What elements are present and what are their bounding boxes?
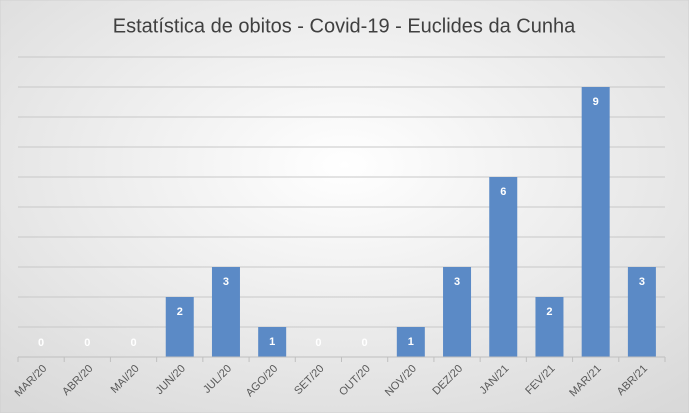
data-label: 6 [500, 186, 506, 198]
data-label: 0 [362, 337, 368, 349]
data-label: 0 [38, 337, 44, 349]
bar [535, 297, 564, 357]
data-label: 0 [84, 337, 90, 349]
data-label: 3 [223, 276, 229, 288]
data-label: 3 [639, 276, 645, 288]
bar [258, 327, 287, 357]
data-label: 0 [130, 337, 136, 349]
data-label: 2 [546, 306, 552, 318]
data-label: 1 [269, 336, 275, 348]
data-label: 3 [454, 276, 460, 288]
bar [396, 327, 425, 357]
bar [581, 87, 610, 357]
bar [627, 267, 656, 357]
data-label: 9 [593, 96, 599, 108]
data-label: 2 [177, 306, 183, 318]
bar [211, 267, 240, 357]
data-label: 1 [408, 336, 414, 348]
chart-title: Estatística de obitos - Covid-19 - Eucli… [113, 15, 576, 37]
bar [489, 177, 518, 357]
bar [165, 297, 194, 357]
data-label: 0 [315, 337, 321, 349]
bar [443, 267, 472, 357]
